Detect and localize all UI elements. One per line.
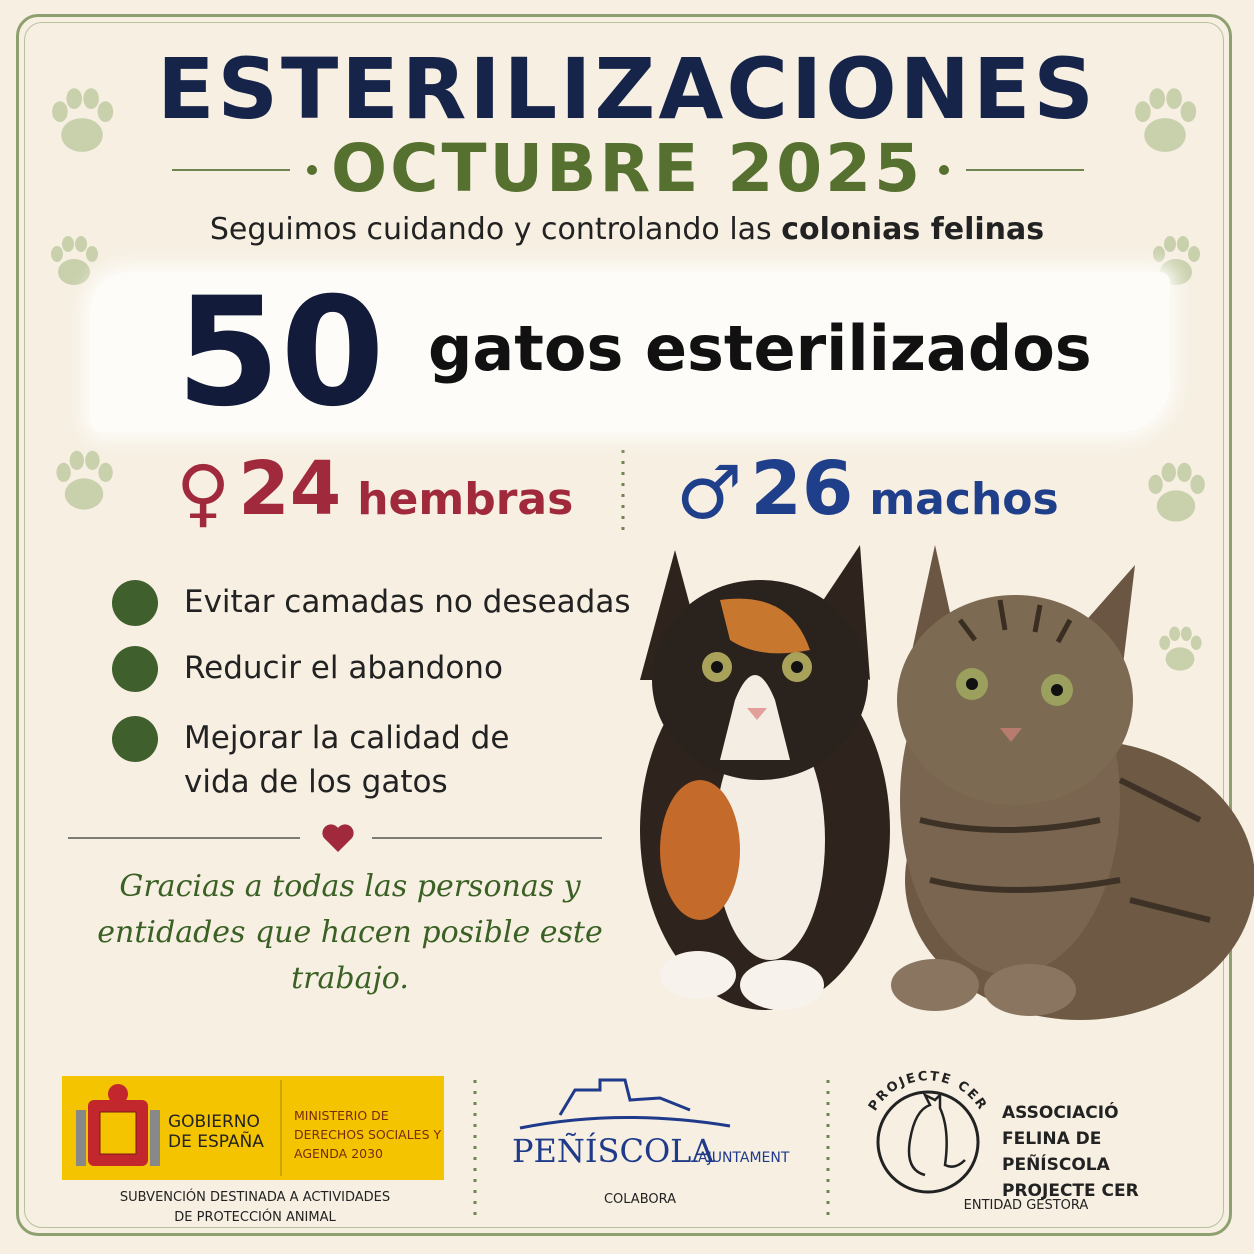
town-name: PEÑÍSCOLA — [512, 1132, 715, 1170]
male-label: machos — [869, 474, 1059, 525]
paw — [1159, 626, 1202, 671]
coat-of-arms — [76, 1084, 160, 1166]
male-symbol: ♂ — [676, 450, 743, 536]
town-suffix: AJUNTAMENT — [698, 1150, 790, 1166]
ministry: MINISTERIO DE DERECHOS SOCIALES Y AGENDA… — [294, 1108, 442, 1161]
female-label: hembras — [357, 474, 574, 525]
total-label: gatos esterilizados — [428, 312, 1092, 385]
highlight-band — [90, 272, 1170, 432]
benefit: Reducir el abandono — [112, 646, 632, 692]
female-count: 24 — [238, 446, 342, 532]
border — [16, 14, 1232, 1236]
paw — [1148, 462, 1205, 522]
border-inner — [24, 22, 1224, 1228]
title: ESTERILIZACIONES — [157, 40, 1097, 138]
town-skyline — [519, 1078, 731, 1130]
town-caption: COLABORA — [603, 1192, 677, 1207]
heart — [322, 824, 354, 852]
cat-calico — [640, 545, 890, 1010]
seal-ring — [876, 1090, 980, 1194]
tagline-text: Seguimos cuidando y controlando las — [209, 212, 772, 247]
benefit-text: Evitar camadas no deseadas — [184, 584, 631, 620]
association-name: ASSOCIACIÓ FELINA DE PEÑÍSCOLA PROJECTE … — [1002, 1103, 1139, 1201]
cat-tabby — [891, 545, 1254, 1020]
paw — [56, 450, 113, 510]
males: ♂ 26 machos — [676, 446, 1059, 536]
benefit: Mejorar la calidad de vida de los gatos — [112, 716, 582, 804]
check-icon — [112, 580, 158, 626]
benefit-text: Mejorar la calidad de vida de los gatos — [184, 720, 510, 800]
gov-name: GOBIERNO DE ESPAÑA — [168, 1112, 264, 1152]
dot — [939, 165, 949, 175]
association-caption: ENTIDAD GESTORA — [963, 1198, 1089, 1213]
tagline: Seguimos cuidando y controlando las colo… — [0, 212, 1254, 247]
females: ♀ 24 hembras — [176, 446, 573, 536]
benefit: Evitar camadas no deseadas — [112, 580, 632, 626]
tagline-bold: colonias felinas — [781, 212, 1045, 247]
check-icon — [112, 716, 158, 762]
dot — [307, 165, 317, 175]
gov-caption: SUBVENCIÓN DESTINADA A ACTIVIDADES DE PR… — [119, 1190, 391, 1225]
benefit-text: Reducir el abandono — [184, 650, 503, 686]
male-count: 26 — [750, 446, 854, 532]
seal-cat — [907, 1091, 966, 1177]
check-icon — [112, 646, 158, 692]
subtitle: OCTUBRE 2025 — [330, 130, 924, 207]
total-number: 50 — [176, 266, 385, 440]
female-symbol: ♀ — [176, 450, 231, 536]
thanks: Gracias a todas las personas y entidades… — [97, 869, 603, 996]
